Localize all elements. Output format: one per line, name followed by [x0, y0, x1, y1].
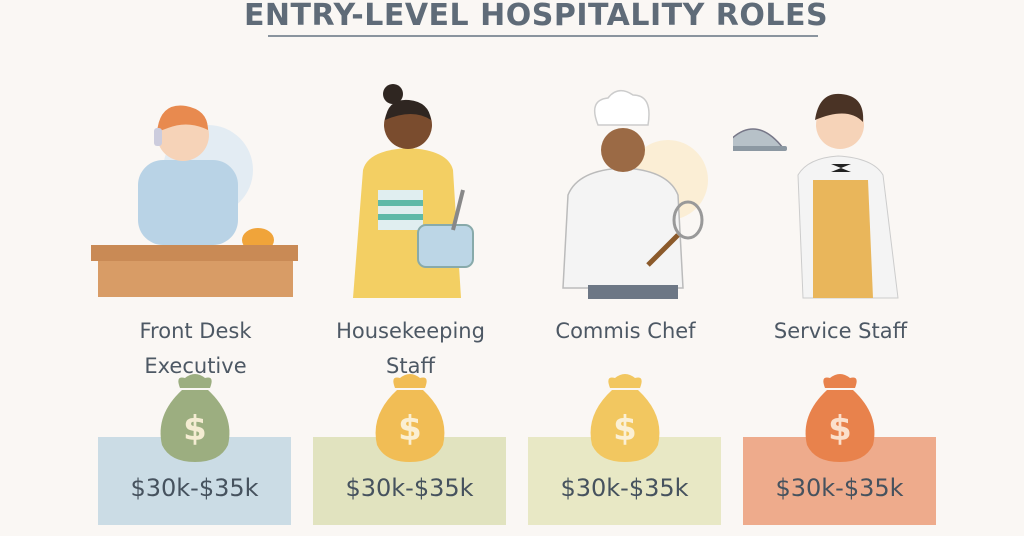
housekeeper-illustration	[353, 84, 474, 298]
salary-range: $30k-$35k	[345, 474, 474, 502]
money-bag-icon: $	[375, 374, 445, 462]
money-bag-icon: $	[805, 374, 875, 462]
salary-range: $30k-$35k	[560, 474, 689, 502]
role-name-line1: Service Staff	[773, 319, 908, 343]
svg-text:$: $	[183, 409, 207, 449]
svg-text:$: $	[828, 409, 852, 449]
role-name-line1: Housekeeping	[336, 319, 485, 343]
money-bag-icon: $	[590, 374, 660, 462]
svg-text:$: $	[398, 409, 422, 449]
role-title: Service Staff	[733, 314, 948, 349]
page-title: ENTRY-LEVEL HOSPITALITY ROLES	[243, 0, 829, 33]
role-name-line2: Staff	[386, 354, 435, 378]
role-card-commis-chef: Commis Chef $ $30k-$35k	[518, 0, 733, 536]
role-name-line1: Front Desk	[139, 319, 252, 343]
chef-illustration	[562, 89, 708, 299]
role-card-service-staff: Service Staff $ $30k-$35k	[733, 0, 948, 536]
salary-range: $30k-$35k	[130, 474, 259, 502]
role-card-housekeeping: Housekeeping Staff $ $30k-$35k	[303, 0, 518, 536]
role-name-line2: Executive	[144, 354, 247, 378]
receptionist-illustration	[91, 105, 298, 297]
title-underline	[268, 35, 818, 37]
salary-range: $30k-$35k	[775, 474, 904, 502]
role-card-front-desk: Front Desk Executive $ $30k-$35k	[88, 0, 303, 536]
role-name-line1: Commis Chef	[555, 319, 696, 343]
money-bag-icon: $	[160, 374, 230, 462]
waiter-illustration	[733, 93, 899, 299]
role-title: Front Desk Executive	[88, 314, 303, 384]
svg-text:$: $	[613, 409, 637, 449]
role-title: Housekeeping Staff	[303, 314, 518, 384]
role-title: Commis Chef	[518, 314, 733, 349]
